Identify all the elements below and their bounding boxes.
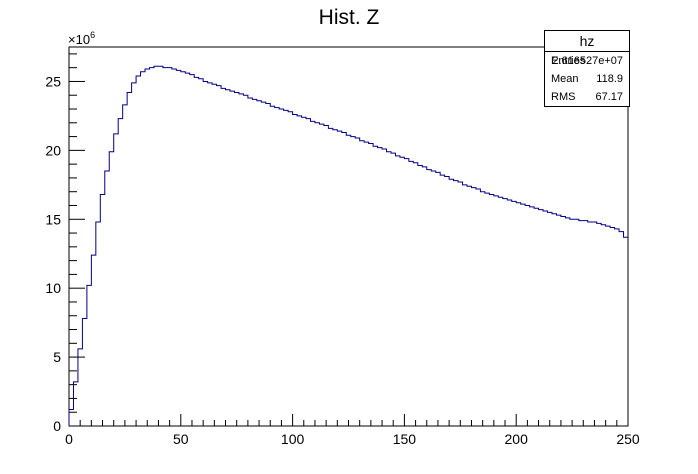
y-tick-label: 20 [45, 142, 61, 158]
stats-row-rms: RMS 67.17 [545, 88, 629, 106]
x-tick-label: 100 [281, 431, 305, 447]
histogram-line [68, 65, 628, 426]
stats-key: Entries [551, 55, 586, 67]
y-tick-label: 0 [53, 418, 61, 434]
stats-key: RMS [551, 91, 576, 103]
x-tick-label: 200 [505, 431, 529, 447]
stats-row-mean: Mean 118.9 [545, 70, 629, 88]
y-tick-label: 10 [45, 280, 61, 296]
x-tick-label: 50 [173, 431, 189, 447]
y-multiplier-exponent: 6 [90, 30, 95, 40]
stats-value: 2.616527e+07 [552, 55, 623, 67]
x-tick-label: 150 [393, 431, 417, 447]
stats-value: 118.9 [596, 73, 623, 85]
stats-row-entries: Entries 2.616527e+07 [545, 52, 629, 70]
stats-key: Mean [551, 73, 579, 85]
chart-title: Hist. Z [318, 6, 380, 29]
stats-box: hz Entries 2.616527e+07 Mean 118.9 RMS 6… [544, 30, 630, 107]
y-multiplier-base: ×10 [68, 32, 90, 47]
x-tick-label: 0 [65, 431, 73, 447]
y-tick-label: 5 [53, 349, 61, 365]
y-tick-label: 15 [45, 211, 61, 227]
y-tick-label: 25 [45, 73, 61, 89]
x-tick-label: 250 [616, 431, 640, 447]
y-multiplier-label: ×106 [68, 30, 95, 47]
stats-value: 67.17 [595, 91, 623, 103]
stats-title: hz [545, 31, 629, 52]
